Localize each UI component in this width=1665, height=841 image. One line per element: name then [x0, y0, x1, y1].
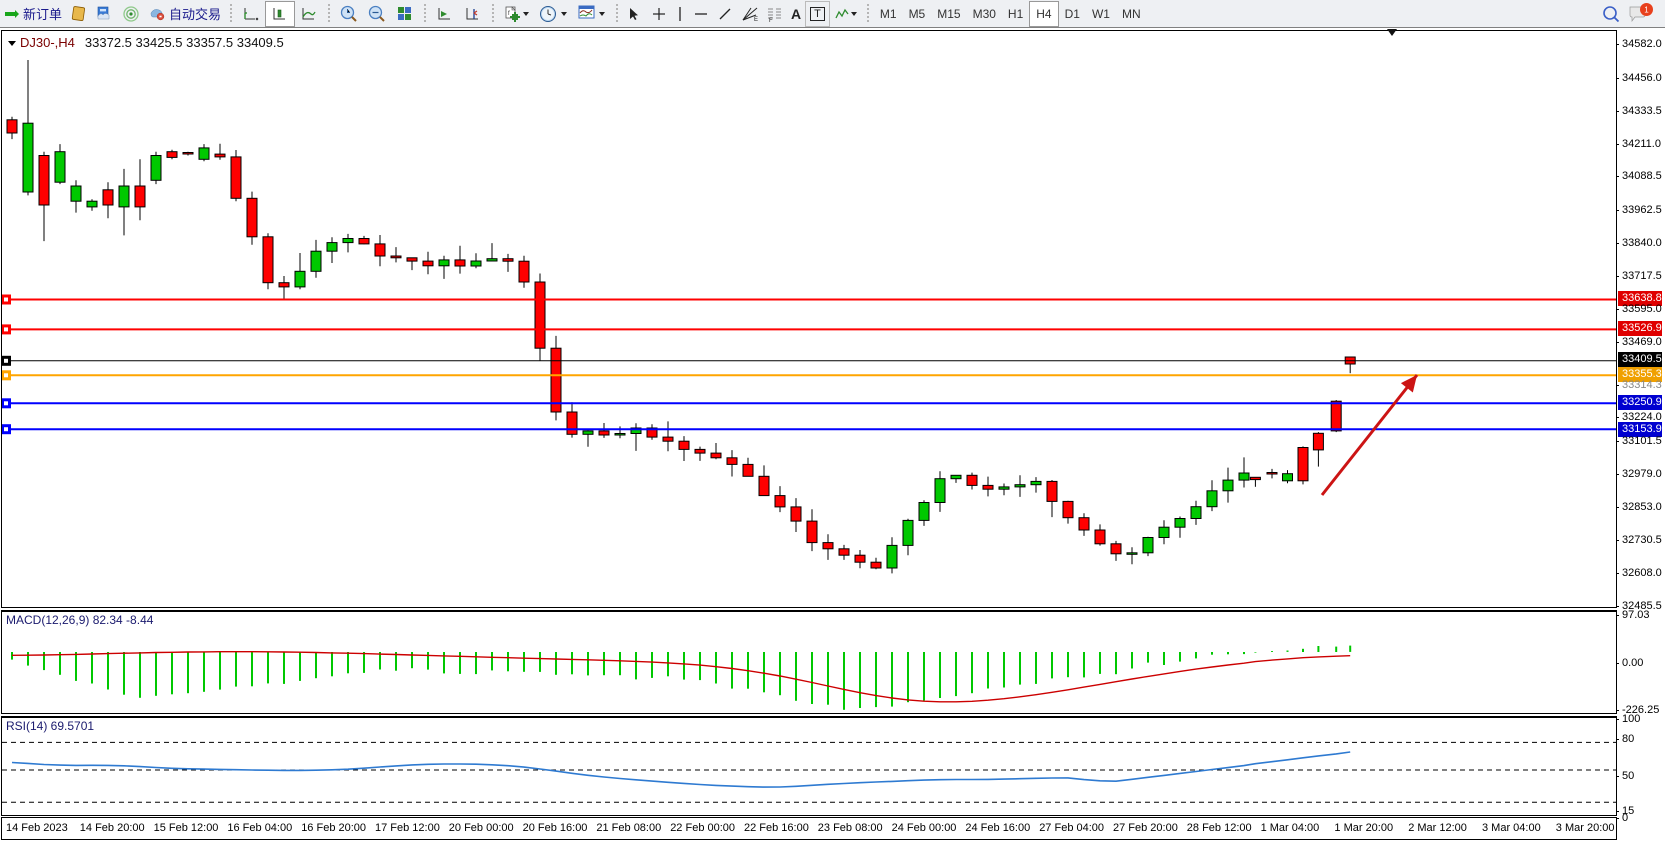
svg-text:MACD(12,26,9) 82.34 -8.44: MACD(12,26,9) 82.34 -8.44: [6, 613, 154, 627]
svg-text:F: F: [769, 18, 773, 22]
svg-text:RSI(14) 69.5701: RSI(14) 69.5701: [6, 719, 94, 733]
svg-text:E: E: [754, 17, 758, 22]
svg-text:1: 1: [1644, 6, 1649, 15]
